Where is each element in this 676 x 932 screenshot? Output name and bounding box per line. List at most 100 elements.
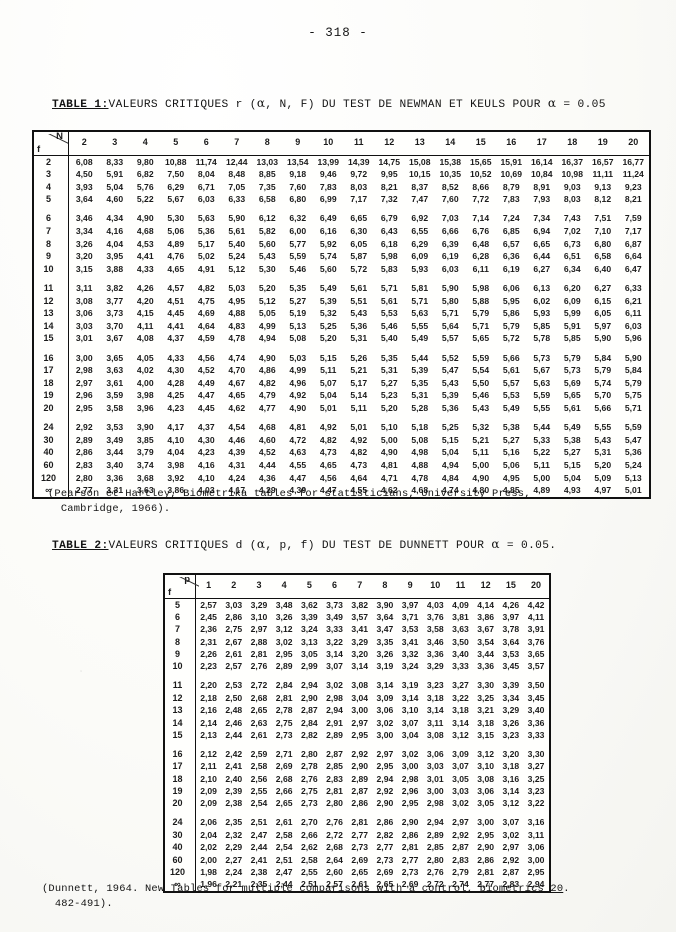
cell-r∞-c12: 4,62 [380, 485, 398, 496]
table2-col-header-5: 5 [296, 575, 322, 599]
cell-r19-c17: 5,59 [533, 390, 551, 401]
cell-r15-c12: 3,15 [477, 729, 495, 740]
cell-r12-c1: 2,18 [200, 692, 217, 703]
row-label-18: 18 [165, 772, 196, 786]
cell-r19-c4: 2,66 [275, 786, 293, 797]
table1-col-header-12: 12 [374, 132, 405, 156]
cell-r5-c7: 3,82 [351, 599, 369, 610]
cell-r20-c17: 5,55 [533, 402, 551, 413]
cell-r30-c12: 2,95 [477, 829, 495, 840]
cell-r12-c10: 5,39 [319, 295, 337, 306]
cell-r6-c16: 7,24 [502, 213, 520, 224]
row-label-15: 15 [34, 332, 69, 345]
cell-r9-c17: 6,44 [533, 251, 551, 262]
cell-r∞-c6: 2,57 [326, 879, 343, 890]
cell-r15-c3: 2,61 [250, 729, 268, 740]
cell-r∞-c8: 4,29 [258, 485, 276, 496]
cell-r19-c3: 3,59 [106, 390, 124, 401]
table-row: 13 3,06 3,73 4,15 4,45 4,69 4,88 5,05 5,19 5,32 5,… [34, 307, 649, 320]
cell-r20-c15: 5,43 [472, 402, 490, 413]
cell-r16-c8: 2,97 [376, 748, 394, 759]
cell-r30-c3: 3,49 [106, 434, 124, 445]
cell-r7-c5: 5,06 [167, 226, 185, 237]
cell-r3-c4: 6,82 [136, 169, 154, 180]
cell-r11-c12: 5,71 [380, 283, 398, 294]
cell-r12-c4: 2,81 [275, 692, 293, 703]
cell-r60-c4: 2,51 [275, 854, 293, 865]
cell-r10-c3: 3,88 [106, 263, 124, 274]
page-number: - 318 - [308, 26, 368, 40]
cell-r14-c3: 2,63 [250, 717, 268, 728]
cell-r9-c2: 3,20 [75, 251, 93, 262]
cell-r11-c13: 5,81 [411, 283, 429, 294]
cell-r10-c16: 6,19 [502, 263, 520, 274]
cell-r12-c9: 5,27 [289, 295, 307, 306]
table-row: 20 2,95 3,58 3,96 4,23 4,45 4,62 4,77 4,90 5,01 5,… [34, 401, 649, 415]
cell-r8-c4: 4,53 [136, 238, 154, 249]
cell-r9-c11: 5,87 [350, 251, 368, 262]
cell-r16-c14: 5,52 [441, 352, 459, 363]
cell-r30-c16: 5,27 [502, 434, 520, 445]
cell-r30-c11: 4,92 [350, 434, 368, 445]
cell-r8-c6: 5,17 [197, 238, 215, 249]
cell-r60-c11: 4,73 [350, 459, 368, 470]
cell-r9-c7: 5,24 [228, 251, 246, 262]
cell-r11-c11: 3,27 [452, 680, 469, 691]
cell-r5-c1: 2,57 [200, 599, 217, 610]
cell-r20-c16: 5,49 [502, 402, 520, 413]
cell-r8-c19: 6,80 [594, 238, 612, 249]
row-label-19: 19 [34, 389, 69, 402]
cell-r∞-c7: 4,17 [228, 485, 246, 496]
row-label-12: 12 [34, 294, 69, 308]
cell-r120-c20: 2,95 [527, 866, 545, 877]
cell-r17-c4: 2,69 [275, 761, 293, 772]
cell-r15-c5: 2,82 [300, 729, 318, 740]
cell-r19-c15: 5,46 [472, 390, 490, 401]
cell-r24-c8: 4,68 [258, 422, 276, 433]
cell-r10-c4: 2,89 [275, 661, 293, 672]
cell-r17-c6: 4,52 [197, 365, 215, 376]
cell-r8-c11: 3,50 [452, 636, 469, 647]
cell-r17-c14: 5,47 [441, 365, 459, 376]
cell-r5-c8: 6,58 [258, 194, 276, 205]
cell-r6-c17: 7,34 [533, 213, 551, 224]
cell-r60-c18: 5,15 [563, 459, 581, 470]
cell-r60-c6: 2,64 [326, 854, 343, 865]
cell-r40-c4: 2,54 [275, 842, 293, 853]
cell-r15-c8: 3,00 [376, 729, 394, 740]
cell-r24-c20: 3,16 [527, 817, 545, 828]
cell-r20-c20: 5,71 [624, 402, 642, 413]
cell-r60-c2: 2,27 [225, 854, 243, 865]
cell-r10-c10: 5,60 [319, 263, 337, 274]
cell-r120-c16: 4,95 [502, 472, 520, 483]
cell-r∞-c17: 4,89 [533, 485, 551, 496]
cell-r10-c6: 3,07 [326, 661, 343, 672]
cell-r9-c6: 5,02 [197, 251, 215, 262]
cell-r11-c7: 3,08 [351, 680, 369, 691]
cell-r7-c8: 5,82 [258, 226, 276, 237]
cell-r24-c18: 5,49 [563, 422, 581, 433]
cell-r6-c4: 3,26 [275, 611, 293, 622]
cell-r9-c8: 5,43 [258, 251, 276, 262]
cell-r20-c11: 3,02 [452, 798, 469, 809]
cell-r20-c7: 2,86 [351, 798, 369, 809]
cell-r30-c5: 4,10 [167, 434, 185, 445]
cell-r24-c11: 5,01 [350, 422, 368, 433]
cell-r60-c9: 2,77 [401, 854, 419, 865]
cell-r30-c2: 2,32 [225, 829, 243, 840]
row-label-10: 10 [34, 262, 69, 276]
cell-r12-c18: 6,09 [563, 295, 581, 306]
cell-r6-c9: 6,32 [289, 213, 307, 224]
table-row: 18 2,10 2,40 2,56 2,68 2,76 2,83 2,89 2,94 2,98 3,… [165, 772, 549, 786]
cell-r18-c20: 3,25 [527, 773, 545, 784]
table1-corner-diagonal [38, 134, 68, 151]
cell-r5-c20: 8,21 [624, 194, 642, 205]
cell-r12-c16: 5,95 [502, 295, 520, 306]
cell-r∞-c20: 2,94 [527, 879, 545, 890]
cell-r18-c10: 3,01 [426, 773, 444, 784]
cell-r3-c20: 11,24 [622, 169, 644, 180]
cell-r18-c8: 2,94 [376, 773, 394, 784]
cell-r30-c4: 2,58 [275, 829, 293, 840]
cell-r2-c6: 11,74 [195, 156, 217, 167]
cell-r20-c19: 5,66 [594, 402, 612, 413]
